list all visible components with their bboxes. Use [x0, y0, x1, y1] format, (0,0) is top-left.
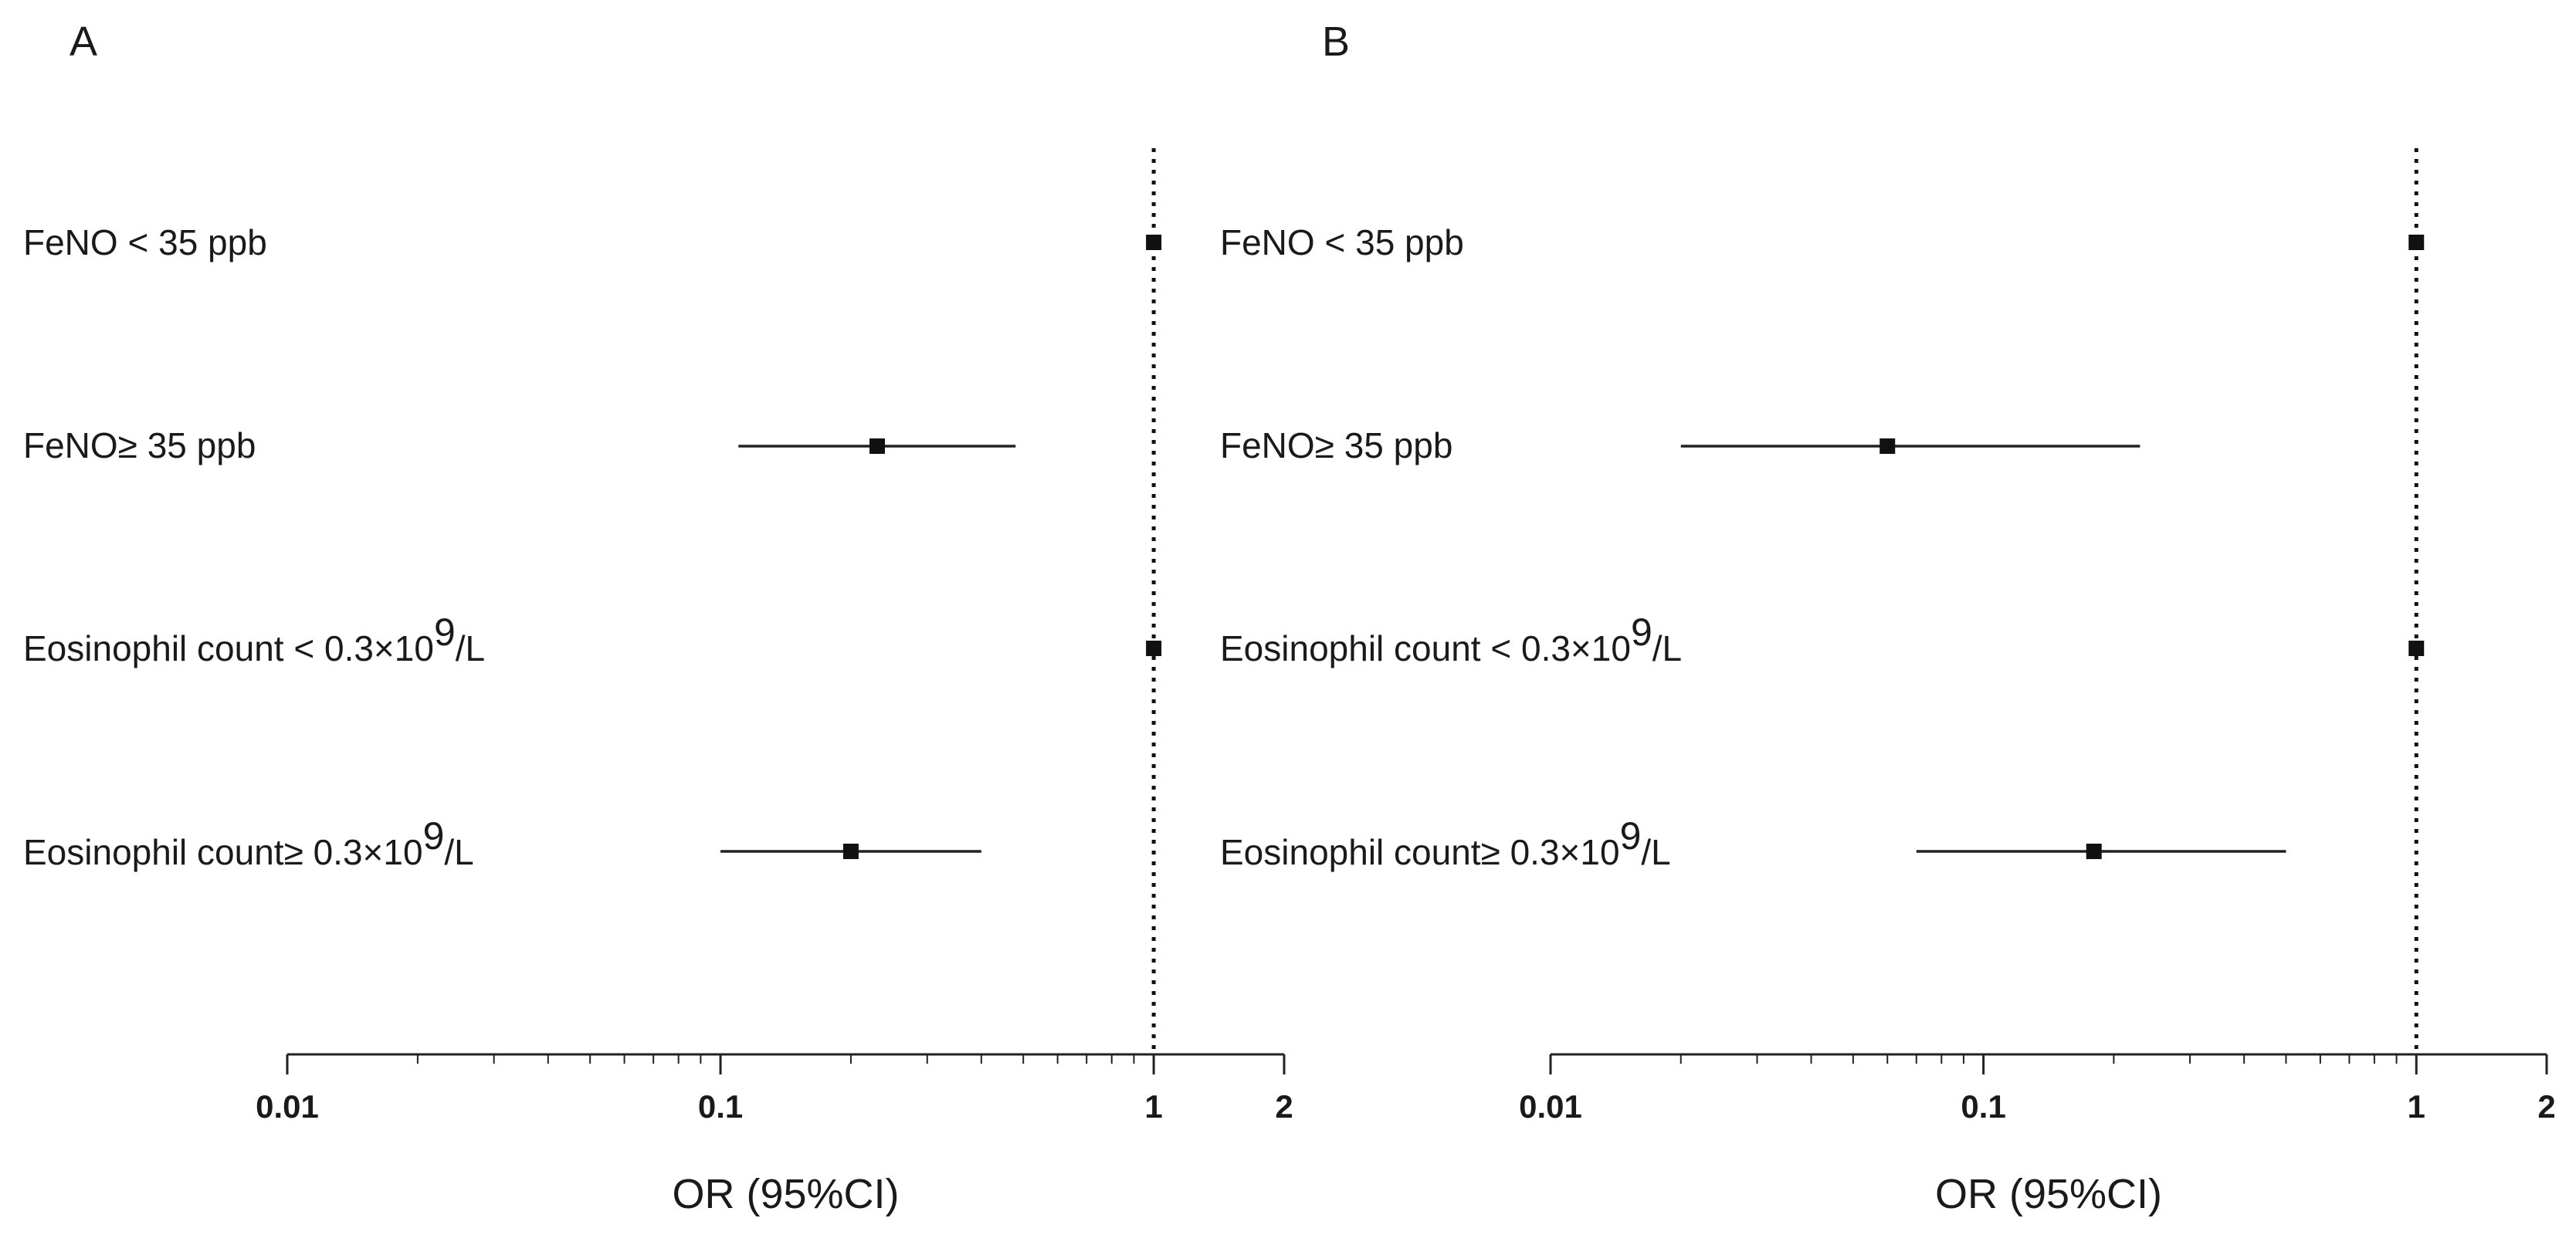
- row-label: Eosinophil count < 0.3×109/L: [1220, 611, 1682, 668]
- row-label: Eosinophil count < 0.3×109/L: [23, 611, 485, 668]
- or-point: [2408, 641, 2425, 656]
- or-point: [2408, 235, 2425, 250]
- or-point: [842, 844, 859, 859]
- panel-label: B: [1322, 19, 1350, 65]
- x-axis-title: OR (95%CI): [1935, 1171, 2162, 1217]
- row-label: Eosinophil count≥ 0.3×109/L: [1220, 814, 1671, 872]
- or-point: [1146, 235, 1162, 250]
- x-tick-label: 2: [2537, 1088, 2555, 1125]
- or-point: [1879, 438, 1896, 454]
- row-label: FeNO≥ 35 ppb: [23, 425, 256, 465]
- row-label: Eosinophil count≥ 0.3×109/L: [23, 814, 474, 872]
- panel-label: A: [69, 19, 97, 65]
- x-tick-label: 0.01: [1519, 1088, 1582, 1125]
- x-tick-label: 0.1: [1961, 1088, 2005, 1125]
- or-point: [2086, 844, 2102, 859]
- x-tick-label: 1: [1144, 1088, 1162, 1125]
- row-label: FeNO < 35 ppb: [23, 222, 267, 262]
- row-label: FeNO≥ 35 ppb: [1220, 425, 1452, 465]
- x-tick-label: 2: [1275, 1088, 1293, 1125]
- row-label: FeNO < 35 ppb: [1220, 222, 1464, 262]
- forest-panel-b: B 0.01 0.1 1 2 OR (95%CI) FeNO < 35 ppb FeNO≥ 3…: [1220, 19, 2556, 1217]
- x-tick-label: 1: [2408, 1088, 2425, 1125]
- x-tick-label: 0.1: [698, 1088, 743, 1125]
- x-tick-label: 0.01: [256, 1088, 319, 1125]
- or-point: [1146, 641, 1162, 656]
- x-axis-title: OR (95%CI): [672, 1171, 899, 1217]
- or-point: [869, 438, 886, 454]
- forest-panel-a: A 0.01 0.1 1 2 OR (95%CI) FeNO < 35 ppb FeNO≥ 3…: [23, 19, 1293, 1217]
